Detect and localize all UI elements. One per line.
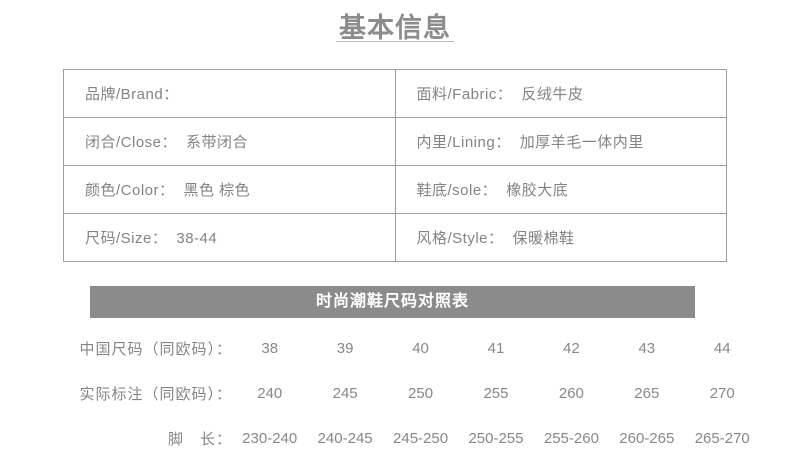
- size-chart: 中国尺码（同欧码）： 38 39 40 41 42 43 44 实际标注（同欧码…: [30, 333, 760, 468]
- size-chart-value: 240-245: [317, 429, 373, 447]
- size-chart-banner: 时尚潮鞋尺码对照表: [90, 286, 695, 318]
- spec-value: 橡胶大底: [506, 182, 569, 199]
- size-chart-value: 265-270: [694, 429, 750, 447]
- product-spec-table: 品牌/Brand： 面料/Fabric： 反绒牛皮 闭合/Close： 系带闭合 内…: [63, 69, 727, 262]
- spec-label: 尺码/Size：: [85, 230, 168, 247]
- size-chart-row-cn-size: 中国尺码（同欧码）： 38 39 40 41 42 43 44: [30, 333, 760, 363]
- spec-label: 面料/Fabric：: [416, 86, 513, 103]
- spec-label: 闭合/Close：: [85, 134, 178, 151]
- spec-cell-fabric: 面料/Fabric： 反绒牛皮: [394, 69, 727, 118]
- spec-cell-lining: 内里/Lining： 加厚羊毛一体内里: [394, 117, 727, 166]
- spec-label: 品牌/Brand：: [85, 86, 179, 103]
- size-chart-value: 43: [638, 339, 656, 357]
- size-chart-value: 245: [332, 384, 358, 402]
- spec-value: 反绒牛皮: [521, 86, 584, 103]
- spec-cell-style: 风格/Style： 保暖棉鞋: [394, 213, 727, 262]
- spec-label: 颜色/Color：: [85, 182, 175, 199]
- size-chart-value: 240: [257, 384, 283, 402]
- size-chart-value: 39: [336, 339, 354, 357]
- spec-value: 系带闭合: [186, 134, 249, 151]
- spec-value: 保暖棉鞋: [512, 230, 575, 247]
- size-chart-value: 260-265: [619, 429, 675, 447]
- spec-value: 38-44: [176, 230, 218, 247]
- title-underline: [336, 41, 454, 42]
- size-chart-value: 42: [563, 339, 580, 357]
- size-chart-value: 41: [487, 339, 505, 357]
- size-chart-row-label: 中国尺码（同欧码）：: [79, 340, 232, 358]
- size-chart-value: 255-260: [543, 429, 599, 447]
- spec-cell-brand: 品牌/Brand：: [63, 69, 396, 118]
- spec-label: 内里/Lining：: [416, 134, 511, 151]
- size-chart-row-label: 脚 长：: [167, 430, 232, 448]
- size-chart-value: 40: [412, 339, 429, 357]
- spec-cell-close: 闭合/Close： 系带闭合: [63, 117, 396, 166]
- table-row: 品牌/Brand： 面料/Fabric： 反绒牛皮: [63, 69, 727, 118]
- size-chart-value: 44: [713, 339, 731, 357]
- size-chart-value: 250-255: [468, 429, 524, 447]
- table-row: 颜色/Color： 黑色 棕色 鞋底/sole： 橡胶大底: [63, 165, 727, 214]
- size-chart-value: 230-240: [242, 429, 298, 447]
- spec-cell-color: 颜色/Color： 黑色 棕色: [63, 165, 396, 214]
- spec-label: 风格/Style：: [416, 230, 504, 247]
- size-chart-value: 245-250: [393, 429, 449, 447]
- table-row: 尺码/Size： 38-44 风格/Style： 保暖棉鞋: [63, 213, 727, 262]
- size-chart-value: 270: [709, 384, 735, 402]
- size-chart-row-label: 实际标注（同欧码）：: [79, 385, 232, 403]
- spec-cell-sole: 鞋底/sole： 橡胶大底: [394, 165, 727, 214]
- spec-cell-size: 尺码/Size： 38-44: [63, 213, 396, 262]
- size-chart-value: 265: [634, 384, 660, 402]
- page-title: 基本信息: [339, 13, 451, 43]
- size-chart-row-foot-length: 脚 长： 230-240 240-245 245-250 250-255 255…: [30, 423, 760, 453]
- size-chart-row-marked-size: 实际标注（同欧码）： 240 245 250 255 260 265 270: [30, 378, 760, 408]
- table-row: 闭合/Close： 系带闭合 内里/Lining： 加厚羊毛一体内里: [63, 117, 727, 166]
- size-chart-value: 260: [558, 384, 584, 402]
- size-chart-value: 255: [483, 384, 509, 402]
- spec-value: 加厚羊毛一体内里: [519, 134, 644, 151]
- size-chart-value: 250: [408, 384, 434, 402]
- size-chart-value: 38: [261, 339, 279, 357]
- spec-label: 鞋底/sole：: [416, 182, 498, 199]
- spec-value: 黑色 棕色: [183, 182, 251, 199]
